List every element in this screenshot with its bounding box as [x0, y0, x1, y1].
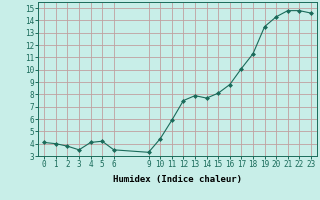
- X-axis label: Humidex (Indice chaleur): Humidex (Indice chaleur): [113, 175, 242, 184]
